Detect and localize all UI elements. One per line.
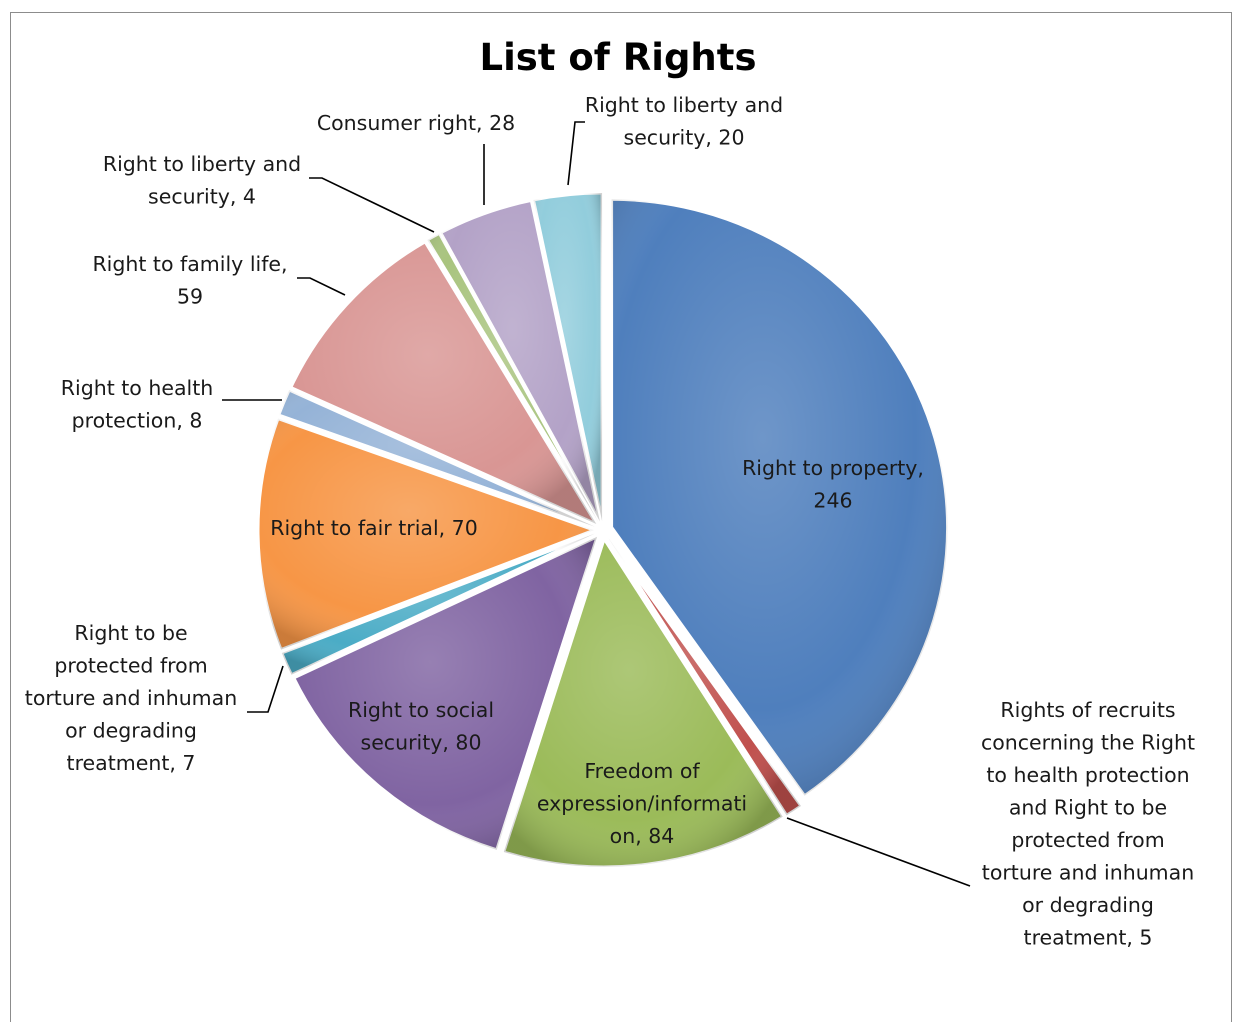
chart-title: List of Rights [479, 36, 757, 79]
slice-rights-of-recruits-concerning-the-right-to-health-protection-and-right-to-be-protected-from-torture-and-inhuman-or-degrading-treatment-5-label-line: Rights of recruits [1000, 698, 1175, 722]
slice-consumer-right-28-shading [440, 200, 600, 522]
slice-rights-of-recruits-concerning-the-right-to-health-protection-and-right-to-be-protected-from-torture-and-inhuman-or-degrading-treatment-5-label-line: and Right to be [1009, 796, 1167, 820]
slice-right-to-social-security-80-label-line: security, 80 [361, 731, 482, 755]
slice-right-to-health-protection-8-label-line: protection, 8 [72, 409, 203, 433]
slice-rights-of-recruits-concerning-the-right-to-health-protection-and-right-to-be-protected-from-torture-and-inhuman-or-degrading-treatment-5-data-label: Rights of recruits concerning the Right to… [981, 698, 1195, 950]
slice-rights-of-recruits-concerning-the-right-to-health-protection-and-right-to-be-protected-from-torture-and-inhuman-or-degrading-treatment-5-label-line: protected from [1011, 828, 1164, 852]
slice-right-to-be-protected-from-torture-and-inhuman-or-degrading-treatment-7-shading [281, 533, 595, 675]
slice-right-to-liberty-and-security-20-label-line: security, 20 [624, 126, 745, 150]
slice-right-to-be-protected-from-torture-and-inhuman-or-degrading-treatment-7-label-line: treatment, 7 [67, 751, 196, 775]
slice-right-to-liberty-and-security-4-data-label: Right to liberty and security, 4 [103, 152, 301, 209]
slice-right-to-liberty-and-security-4-label-line: Right to liberty and [103, 152, 301, 176]
slice-right-to-liberty-and-security-20-shading [533, 193, 603, 522]
slice-consumer-right-28-data-label: Consumer right, 28 [317, 111, 515, 135]
slice-right-to-family-life-59-leader-line [297, 277, 346, 296]
slice-right-to-liberty-and-security-4-shading [427, 233, 599, 523]
slice-right-to-be-protected-from-torture-and-inhuman-or-degrading-treatment-7-label-line: torture and inhuman [25, 686, 237, 710]
slice-freedom-of-expression-informati-on-84-label-line: expression/informati [537, 792, 747, 816]
slice-right-to-health-protection-8-shading [278, 390, 595, 527]
slice-rights-of-recruits-concerning-the-right-to-health-protection-and-right-to-be-protected-from-torture-and-inhuman-or-degrading-treatment-5-shading [607, 537, 801, 816]
slice-right-to-fair-trial-70-data-label: Right to fair trial, 70 [270, 516, 478, 540]
slice-right-to-property-246-label-line: Right to property, [742, 456, 924, 480]
slice-rights-of-recruits-concerning-the-right-to-health-protection-and-right-to-be-protected-from-torture-and-inhuman-or-degrading-treatment-5-label-line: concerning the Right [981, 731, 1195, 755]
slice-right-to-be-protected-from-torture-and-inhuman-or-degrading-treatment-7-label-line: or degrading [65, 719, 197, 743]
slice-right-to-health-protection-8-label-line: Right to health [61, 376, 214, 400]
slice-right-to-social-security-80-data-label: Right to social security, 80 [348, 698, 494, 755]
slice-right-to-social-security-80-label-line: Right to social [348, 698, 494, 722]
slice-right-to-liberty-and-security-4-leader-line [309, 177, 435, 233]
slice-right-to-liberty-and-security-20-data-label: Right to liberty and security, 20 [585, 93, 783, 150]
slice-freedom-of-expression-informati-on-84-data-label: Freedom of expression/informati on, 84 [537, 759, 747, 848]
slice-right-to-fair-trial-70-shading [258, 418, 595, 650]
slice-right-to-liberty-and-security-4-label-line: security, 4 [148, 185, 256, 209]
slice-freedom-of-expression-informati-on-84-label-line: Freedom of [584, 759, 700, 783]
slice-right-to-liberty-and-security-20-label-line: Right to liberty and [585, 93, 783, 117]
slice-right-to-social-security-80-shading [293, 536, 598, 850]
slice-freedom-of-expression-informati-on-84-shading [503, 538, 783, 867]
slice-right-to-property-246-shading [611, 199, 948, 796]
slice-consumer-right-28-label-line: Consumer right, 28 [317, 111, 515, 135]
slice-right-to-be-protected-from-torture-and-inhuman-or-degrading-treatment-7-data-label: Right to be protected from torture and inh… [25, 621, 237, 775]
slice-freedom-of-expression-informati-on-84-label-line: on, 84 [610, 824, 675, 848]
slice-right-to-family-life-59-shading [290, 241, 597, 524]
slice-rights-of-recruits-concerning-the-right-to-health-protection-and-right-to-be-protected-from-torture-and-inhuman-or-degrading-treatment-5-leader-line [786, 817, 971, 887]
slice-right-to-family-life-59-label-line: 59 [177, 285, 203, 309]
slice-right-to-family-life-59-label-line: Right to family life, [92, 252, 287, 276]
slice-rights-of-recruits-concerning-the-right-to-health-protection-and-right-to-be-protected-from-torture-and-inhuman-or-degrading-treatment-5-label-line: torture and inhuman [982, 861, 1194, 885]
slice-right-to-fair-trial-70-label-line: Right to fair trial, 70 [270, 516, 478, 540]
slice-rights-of-recruits-concerning-the-right-to-health-protection-and-right-to-be-protected-from-torture-and-inhuman-or-degrading-treatment-5-label-line: or degrading [1022, 893, 1154, 917]
slice-right-to-property-246-label-line: 246 [813, 489, 852, 513]
slice-right-to-be-protected-from-torture-and-inhuman-or-degrading-treatment-7-label-line: protected from [54, 654, 207, 678]
slice-rights-of-recruits-concerning-the-right-to-health-protection-and-right-to-be-protected-from-torture-and-inhuman-or-degrading-treatment-5-label-line: to health protection [986, 763, 1189, 787]
slice-right-to-liberty-and-security-20-leader-line [567, 121, 585, 186]
slice-right-to-be-protected-from-torture-and-inhuman-or-degrading-treatment-7-leader-line [247, 665, 284, 713]
slice-rights-of-recruits-concerning-the-right-to-health-protection-and-right-to-be-protected-from-torture-and-inhuman-or-degrading-treatment-5-label-line: treatment, 5 [1024, 926, 1153, 950]
slice-right-to-health-protection-8-data-label: Right to health protection, 8 [61, 376, 214, 433]
slice-right-to-family-life-59-data-label: Right to family life, 59 [92, 252, 287, 309]
slice-right-to-be-protected-from-torture-and-inhuman-or-degrading-treatment-7-label-line: Right to be [74, 621, 187, 645]
chart-frame [10, 12, 1232, 1022]
slice-right-to-property-246-data-label: Right to property, 246 [742, 456, 924, 513]
